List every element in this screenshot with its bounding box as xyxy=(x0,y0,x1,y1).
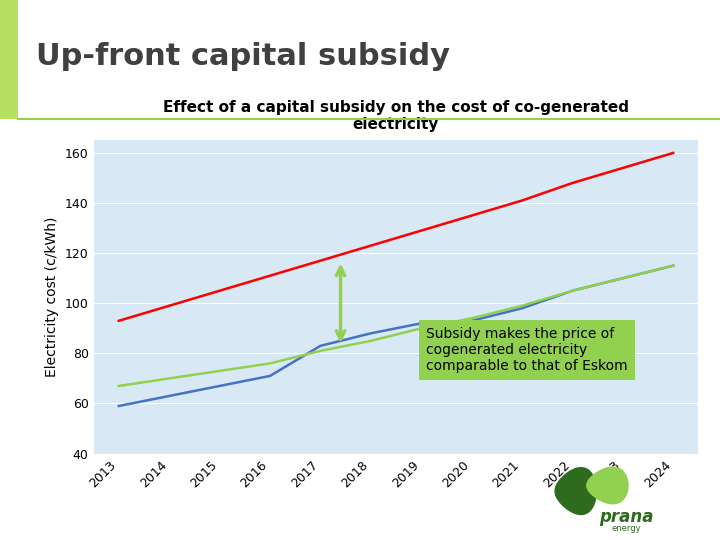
Cogen (no subsidy) xyxy=(568,180,577,186)
Cogen (with subsidy) xyxy=(669,262,678,269)
Cogen (with subsidy) xyxy=(266,360,274,367)
Cogen (with subsidy) xyxy=(467,315,476,321)
Eskom xyxy=(518,305,526,312)
Cogen (no subsidy) xyxy=(165,302,174,309)
Eskom xyxy=(568,287,577,294)
Eskom xyxy=(165,393,174,399)
Cogen (no subsidy) xyxy=(518,197,526,204)
Cogen (with subsidy) xyxy=(518,302,526,309)
Cogen (no subsidy) xyxy=(316,258,325,264)
Cogen (no subsidy) xyxy=(669,150,678,156)
Cogen (with subsidy) xyxy=(165,375,174,382)
Polygon shape xyxy=(555,468,596,515)
Eskom xyxy=(618,275,627,281)
Polygon shape xyxy=(587,467,628,504)
Cogen (no subsidy) xyxy=(366,242,375,249)
Eskom xyxy=(669,262,678,269)
Cogen (no subsidy) xyxy=(618,165,627,171)
Line: Cogen (with subsidy): Cogen (with subsidy) xyxy=(119,266,673,386)
Cogen (with subsidy) xyxy=(618,275,627,281)
Cogen (no subsidy) xyxy=(114,318,123,324)
Text: energy: energy xyxy=(611,524,642,533)
Line: Eskom: Eskom xyxy=(119,266,673,406)
Cogen (no subsidy) xyxy=(417,227,426,234)
Text: prana: prana xyxy=(599,508,654,526)
Eskom xyxy=(114,403,123,409)
Text: Up-front capital subsidy: Up-front capital subsidy xyxy=(36,42,450,71)
Cogen (with subsidy) xyxy=(417,325,426,332)
Text: Subsidy makes the price of
cogenerated electricity
comparable to that of Eskom: Subsidy makes the price of cogenerated e… xyxy=(426,327,628,374)
Bar xyxy=(0,0,18,119)
Line: Cogen (no subsidy): Cogen (no subsidy) xyxy=(119,153,673,321)
Title: Effect of a capital subsidy on the cost of co-generated
electricity: Effect of a capital subsidy on the cost … xyxy=(163,100,629,132)
Cogen (with subsidy) xyxy=(366,338,375,344)
Cogen (no subsidy) xyxy=(467,212,476,219)
Eskom xyxy=(215,383,224,389)
Eskom xyxy=(467,318,476,324)
Cogen (with subsidy) xyxy=(114,383,123,389)
Eskom xyxy=(316,342,325,349)
Cogen (with subsidy) xyxy=(568,287,577,294)
Eskom xyxy=(266,373,274,379)
Cogen (no subsidy) xyxy=(266,273,274,279)
Cogen (with subsidy) xyxy=(215,368,224,374)
Cogen (with subsidy) xyxy=(316,348,325,354)
Eskom xyxy=(366,330,375,336)
Cogen (no subsidy) xyxy=(215,287,224,294)
Y-axis label: Electricity cost (c/kWh): Electricity cost (c/kWh) xyxy=(45,217,59,377)
Eskom xyxy=(417,320,426,327)
